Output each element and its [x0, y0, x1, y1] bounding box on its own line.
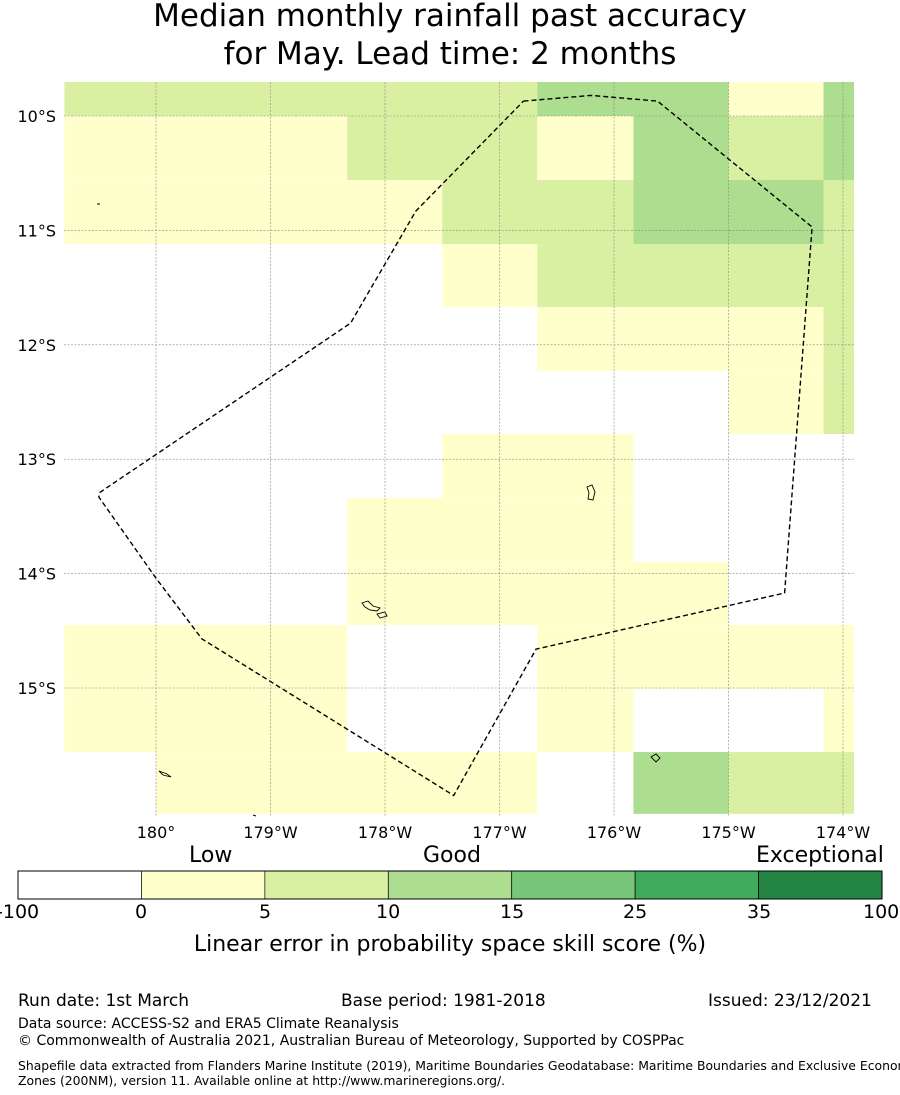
shapefile-credit-line1: Shapefile data extracted from Flanders M…	[18, 1058, 900, 1073]
latitude-label: 10°S	[17, 107, 56, 126]
skill-cell	[537, 244, 854, 308]
colorbar	[17, 870, 883, 900]
graticule	[64, 82, 854, 816]
colorbar-segment	[17, 870, 142, 900]
longitude-label: 177°W	[472, 823, 527, 842]
data-source: Data source: ACCESS-S2 and ERA5 Climate …	[18, 1016, 399, 1032]
skill-cell	[537, 689, 634, 753]
skill-cell	[64, 116, 348, 181]
skill-grid-cells	[64, 82, 854, 814]
issued-date: Issued: 23/12/2021	[708, 991, 872, 1011]
islands	[97, 203, 661, 817]
skill-cell	[64, 180, 443, 245]
colorbar-tick: 35	[747, 901, 772, 923]
island-outline	[376, 611, 388, 619]
latitude-label: 13°S	[17, 450, 56, 469]
longitude-label: 175°W	[701, 823, 756, 842]
skill-cell	[347, 562, 729, 626]
skill-cell	[823, 371, 854, 435]
skill-cell	[823, 116, 854, 181]
skill-cell	[64, 82, 538, 116]
island-outline	[361, 600, 381, 612]
latitude-label: 15°S	[17, 679, 56, 698]
skill-cell	[728, 116, 824, 181]
skill-cell	[728, 371, 824, 435]
longitude-labels: 180° 179°W 178°W 177°W 176°W 175°W 174°W	[137, 823, 871, 842]
longitude-label: 176°W	[587, 823, 642, 842]
colorbar-category-exceptional: Exceptional	[756, 843, 884, 868]
colorbar-segment	[141, 870, 266, 900]
colorbar-tick: 5	[259, 901, 272, 923]
colorbar-segment	[511, 870, 636, 900]
shapefile-credit-line2: Zones (200NM), version 11. Available onl…	[18, 1073, 506, 1088]
island-outline	[650, 753, 661, 763]
skill-cell	[347, 116, 538, 181]
skill-cell	[156, 752, 538, 814]
copyright: © Commonwealth of Australia 2021, Austra…	[18, 1033, 685, 1049]
colorbar-category-low: Low	[189, 843, 233, 868]
skill-cell	[633, 752, 729, 814]
longitude-label: 179°W	[243, 823, 298, 842]
skill-cell	[728, 625, 854, 690]
colorbar-segment	[387, 870, 513, 900]
colorbar-segment	[758, 870, 883, 900]
skill-cell	[442, 180, 634, 245]
skill-cell	[537, 116, 634, 181]
latitude-labels: 10°S 11°S 12°S 13°S 14°S 15°S	[17, 107, 56, 698]
colorbar-tick: 100	[863, 901, 900, 923]
colorbar-tick: 10	[376, 901, 401, 923]
island-outline	[158, 770, 172, 778]
colorbar-segment	[264, 870, 389, 900]
colorbar-category-good: Good	[423, 843, 481, 868]
skill-cell	[728, 82, 824, 116]
colorbar-label: Linear error in probability space skill …	[193, 932, 707, 957]
base-period: Base period: 1981-2018	[341, 991, 546, 1011]
skill-cell	[823, 307, 854, 372]
longitude-label: 178°W	[358, 823, 413, 842]
skill-cell	[347, 498, 634, 563]
colorbar-segment	[634, 870, 759, 900]
longitude-label: 180°	[137, 823, 176, 842]
latitude-label: 11°S	[17, 221, 56, 240]
skill-cell	[728, 752, 854, 814]
map-title-line2: for May. Lead time: 2 months	[223, 36, 677, 72]
skill-cell	[537, 82, 729, 116]
skill-cell	[633, 116, 729, 181]
colorbar-tick: 15	[500, 901, 525, 923]
colorbar-tick: 25	[623, 901, 648, 923]
skill-cell	[64, 625, 348, 753]
island-outline	[586, 484, 596, 501]
map-title-line1: Median monthly rainfall past accuracy	[153, 0, 747, 34]
latitude-label: 12°S	[17, 336, 56, 355]
longitude-label: 174°W	[816, 823, 871, 842]
skill-cell	[537, 625, 729, 690]
colorbar-tick: -100	[0, 901, 40, 923]
colorbar-tick: 0	[135, 901, 148, 923]
skill-cell	[823, 689, 854, 753]
colorbar-frame	[17, 870, 883, 900]
skill-cell	[823, 180, 854, 245]
skill-cell	[728, 307, 824, 372]
skill-cell	[442, 434, 634, 499]
eez-boundary	[98, 94, 813, 797]
latitude-label: 14°S	[17, 565, 56, 584]
run-date: Run date: 1st March	[18, 991, 190, 1011]
skill-cell	[823, 82, 854, 116]
skill-cell	[442, 244, 538, 308]
island-outline	[252, 814, 257, 817]
skill-cell	[537, 307, 729, 372]
